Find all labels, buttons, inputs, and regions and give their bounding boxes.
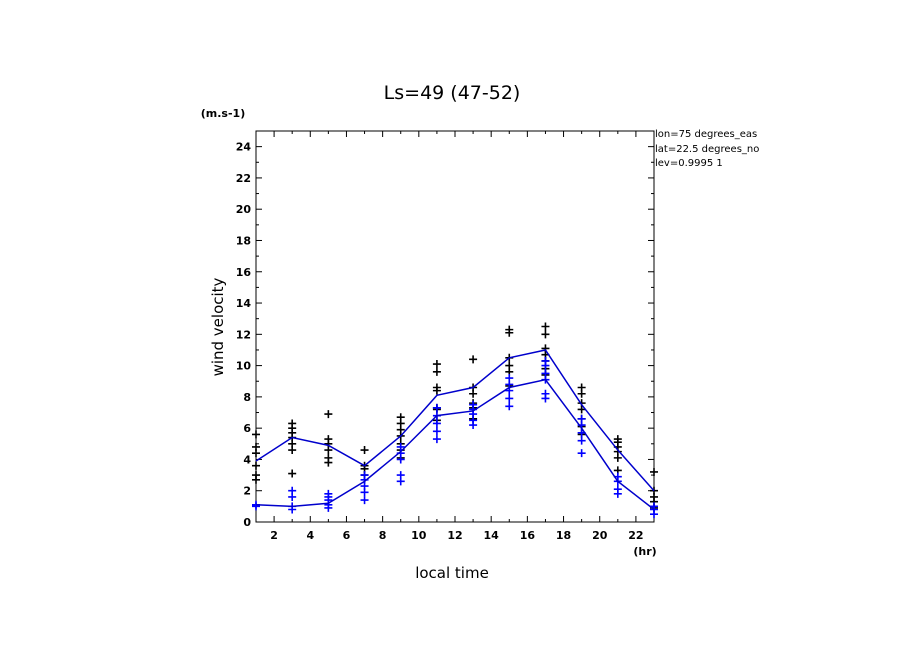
data-point (252, 430, 260, 439)
plot-frame (255, 130, 655, 523)
x-tick-label: 22 (628, 529, 643, 542)
annotation-lon: lon=75 degrees_eas (655, 129, 757, 140)
data-point (505, 402, 514, 411)
data-point (613, 435, 622, 444)
annotation-lev: lev=0.9995 1 (655, 158, 723, 169)
data-point (505, 374, 514, 383)
data-point (432, 427, 441, 436)
x-tick-label: 6 (343, 529, 351, 542)
data-point (360, 446, 369, 455)
data-point (432, 383, 441, 392)
x-tick-label: 16 (520, 529, 536, 542)
x-tick-label: 8 (379, 529, 387, 542)
x-tick-label: 12 (447, 529, 462, 542)
chart-title: Ls=49 (47-52) (384, 82, 521, 104)
data-point (505, 325, 514, 334)
data-point (252, 442, 260, 451)
x-unit-label: (hr) (633, 545, 656, 558)
data-point (577, 414, 586, 423)
data-point (324, 410, 333, 419)
data-point (577, 449, 586, 458)
y-tick-label: 16 (236, 266, 252, 279)
y-tick-label: 22 (236, 172, 251, 185)
data-point (469, 400, 478, 409)
data-point (577, 436, 586, 445)
data-point (577, 383, 586, 392)
data-point (396, 471, 405, 480)
y-tick-label: 2 (243, 485, 251, 498)
x-tick-label: 2 (270, 529, 278, 542)
data-point (288, 419, 297, 428)
y-tick-label: 0 (243, 516, 251, 529)
x-axis-label: local time (415, 564, 489, 582)
mean-line-3 (255, 378, 655, 511)
x-tick-label: 14 (484, 529, 500, 542)
data-point (324, 489, 333, 498)
data-point (505, 394, 514, 403)
data-point (252, 461, 260, 470)
data-point (432, 360, 441, 369)
annotation-lat: lat=22.5 degrees_no (655, 144, 759, 155)
y-tick-label: 8 (243, 391, 251, 404)
y-tick-label: 14 (236, 297, 252, 310)
x-tick-label: 10 (411, 529, 427, 542)
data-point (541, 356, 550, 365)
x-tick-label: 4 (306, 529, 314, 542)
y-tick-label: 10 (236, 360, 252, 373)
data-point (396, 413, 405, 422)
y-tick-label: 24 (236, 141, 252, 154)
data-point (432, 403, 441, 412)
y-tick-label: 18 (236, 234, 251, 247)
data-point (432, 367, 441, 376)
data-point (505, 361, 514, 370)
data-point (541, 389, 550, 398)
data-point (541, 330, 550, 339)
data-point (360, 471, 369, 480)
data-point (324, 453, 333, 462)
data-point (432, 435, 441, 444)
y-tick-label: 6 (243, 422, 251, 435)
y-tick-label: 20 (236, 203, 252, 216)
data-point (324, 435, 333, 444)
x-tick-label: 20 (592, 529, 608, 542)
data-point (541, 369, 550, 378)
data-point (432, 419, 441, 428)
data-point (288, 469, 297, 478)
y-tick-label: 12 (236, 328, 251, 341)
y-tick-label: 4 (243, 453, 251, 466)
data-point (650, 467, 658, 476)
data-point (288, 486, 297, 495)
data-point (360, 496, 369, 505)
data-point (252, 471, 260, 480)
data-point (541, 322, 550, 331)
data-point (613, 485, 622, 494)
mean-line-2 (255, 349, 655, 492)
data-point (396, 442, 405, 451)
x-tick-label: 18 (556, 529, 571, 542)
data-point (469, 355, 478, 364)
y-axis-label: wind velocity (209, 277, 227, 376)
y-unit-label: (m.s-1) (201, 107, 245, 120)
